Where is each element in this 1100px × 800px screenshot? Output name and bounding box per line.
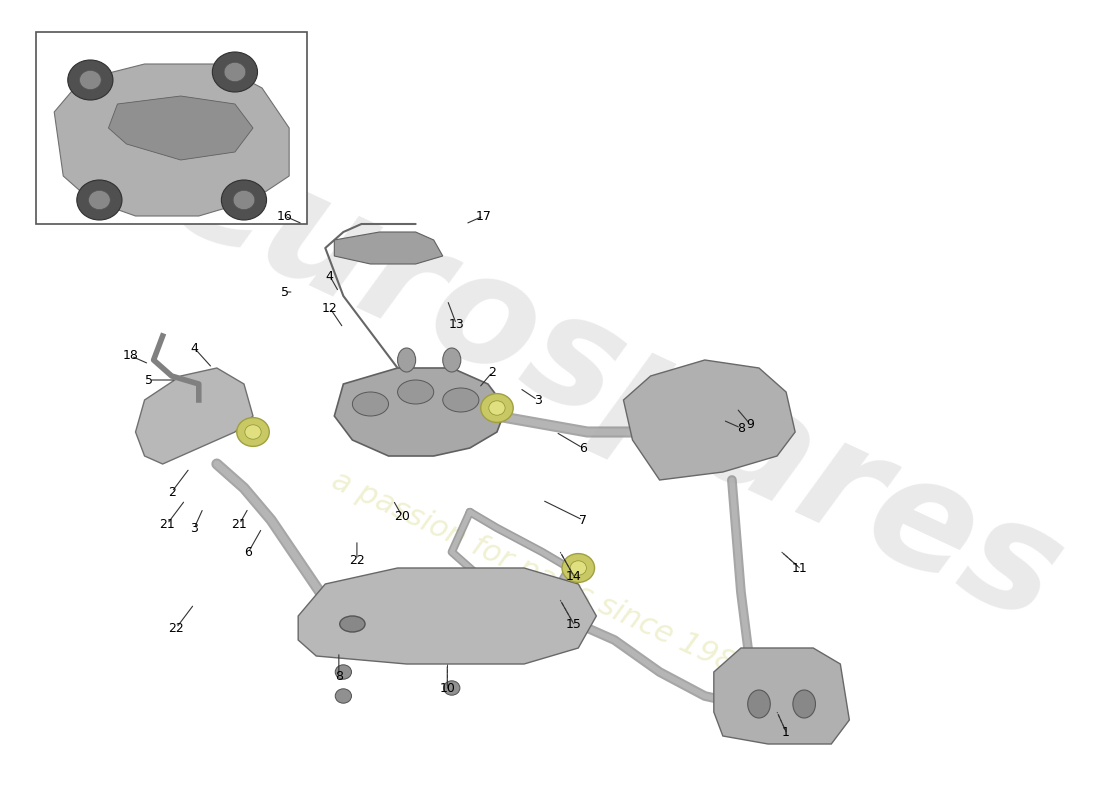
Text: 5: 5 [280, 286, 288, 298]
Circle shape [221, 180, 266, 220]
FancyBboxPatch shape [36, 32, 307, 224]
Text: 15: 15 [565, 618, 582, 630]
Text: 10: 10 [439, 682, 455, 694]
Text: 2: 2 [488, 366, 496, 378]
Text: 13: 13 [449, 318, 464, 330]
Circle shape [68, 60, 113, 100]
Text: 14: 14 [565, 570, 582, 582]
Text: 12: 12 [322, 302, 338, 314]
Polygon shape [624, 360, 795, 480]
Polygon shape [334, 368, 506, 456]
Circle shape [336, 689, 352, 703]
Text: 18: 18 [123, 350, 139, 362]
Text: 8: 8 [737, 422, 745, 434]
Text: 22: 22 [168, 622, 184, 634]
Text: 3: 3 [534, 394, 541, 406]
Polygon shape [714, 648, 849, 744]
Text: 6: 6 [579, 442, 586, 454]
Polygon shape [334, 232, 442, 264]
Circle shape [212, 52, 257, 92]
Text: 1: 1 [782, 726, 790, 738]
Ellipse shape [739, 682, 779, 726]
Ellipse shape [397, 348, 416, 372]
Ellipse shape [793, 690, 815, 718]
Circle shape [245, 425, 261, 439]
Text: 20: 20 [394, 510, 410, 522]
Circle shape [336, 665, 352, 679]
Text: 3: 3 [190, 522, 198, 534]
Polygon shape [109, 96, 253, 160]
Text: 9: 9 [746, 418, 754, 430]
Text: 2: 2 [167, 486, 176, 498]
Text: 17: 17 [475, 210, 492, 222]
Circle shape [88, 190, 110, 210]
Text: eurospares: eurospares [145, 112, 1084, 656]
Ellipse shape [352, 392, 388, 416]
Circle shape [233, 190, 255, 210]
Polygon shape [135, 368, 253, 464]
Text: 11: 11 [792, 562, 807, 574]
Text: 16: 16 [277, 210, 293, 222]
Circle shape [236, 418, 270, 446]
Text: 7: 7 [579, 514, 586, 526]
Text: 4: 4 [190, 342, 198, 354]
Ellipse shape [442, 388, 478, 412]
Ellipse shape [442, 348, 461, 372]
Text: 22: 22 [349, 554, 365, 566]
Circle shape [79, 70, 101, 90]
Text: 21: 21 [160, 518, 175, 530]
Polygon shape [54, 64, 289, 216]
Ellipse shape [784, 682, 825, 726]
Ellipse shape [748, 690, 770, 718]
Ellipse shape [340, 616, 365, 632]
Circle shape [443, 681, 460, 695]
Circle shape [562, 554, 594, 582]
Text: 21: 21 [232, 518, 248, 530]
Ellipse shape [397, 380, 433, 404]
Text: a passion for parts since 1985: a passion for parts since 1985 [327, 466, 757, 686]
Circle shape [77, 180, 122, 220]
Text: 8: 8 [334, 670, 343, 682]
Circle shape [488, 401, 505, 415]
Polygon shape [298, 568, 596, 664]
Text: 4: 4 [326, 270, 333, 282]
Text: 6: 6 [244, 546, 252, 558]
Circle shape [481, 394, 514, 422]
Circle shape [224, 62, 245, 82]
Circle shape [570, 561, 586, 575]
Text: 5: 5 [145, 374, 153, 386]
